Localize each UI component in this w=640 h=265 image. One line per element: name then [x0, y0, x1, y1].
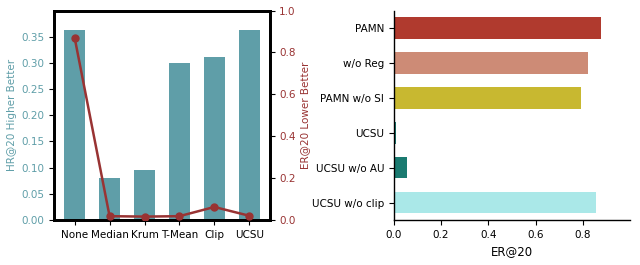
- Bar: [394, 157, 407, 178]
- Bar: [239, 30, 260, 220]
- Bar: [134, 170, 155, 220]
- Bar: [394, 87, 580, 109]
- Bar: [394, 122, 396, 144]
- Y-axis label: HR@20 Higher Better: HR@20 Higher Better: [8, 59, 17, 171]
- Bar: [394, 192, 596, 213]
- Y-axis label: ER@20 Lower Better: ER@20 Lower Better: [300, 61, 310, 169]
- X-axis label: ER@20: ER@20: [491, 245, 533, 258]
- Bar: [204, 57, 225, 220]
- Bar: [394, 17, 601, 39]
- Bar: [394, 52, 588, 74]
- Bar: [99, 178, 120, 220]
- Bar: [169, 63, 190, 220]
- Bar: [64, 30, 85, 220]
